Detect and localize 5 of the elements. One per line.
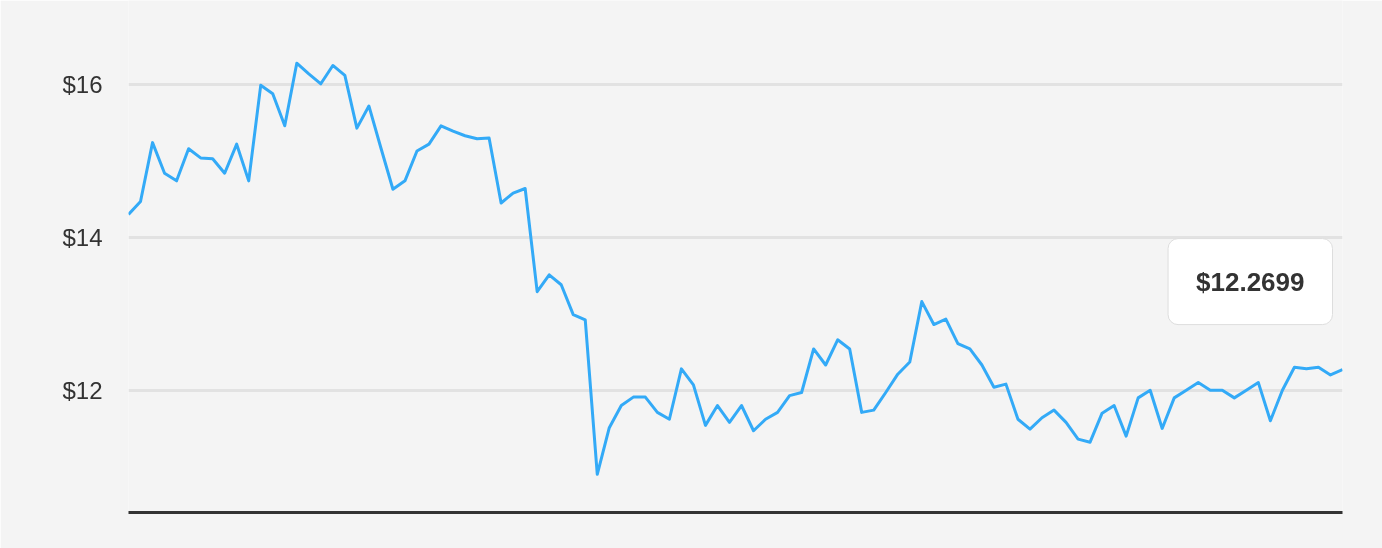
y-tick-label: $16 [62,71,103,99]
annotation: $12.2699 [1196,266,1305,297]
line-series [128,61,1343,476]
y-tick-label: $14 [62,223,103,251]
y-tick-label: $12 [62,376,103,404]
